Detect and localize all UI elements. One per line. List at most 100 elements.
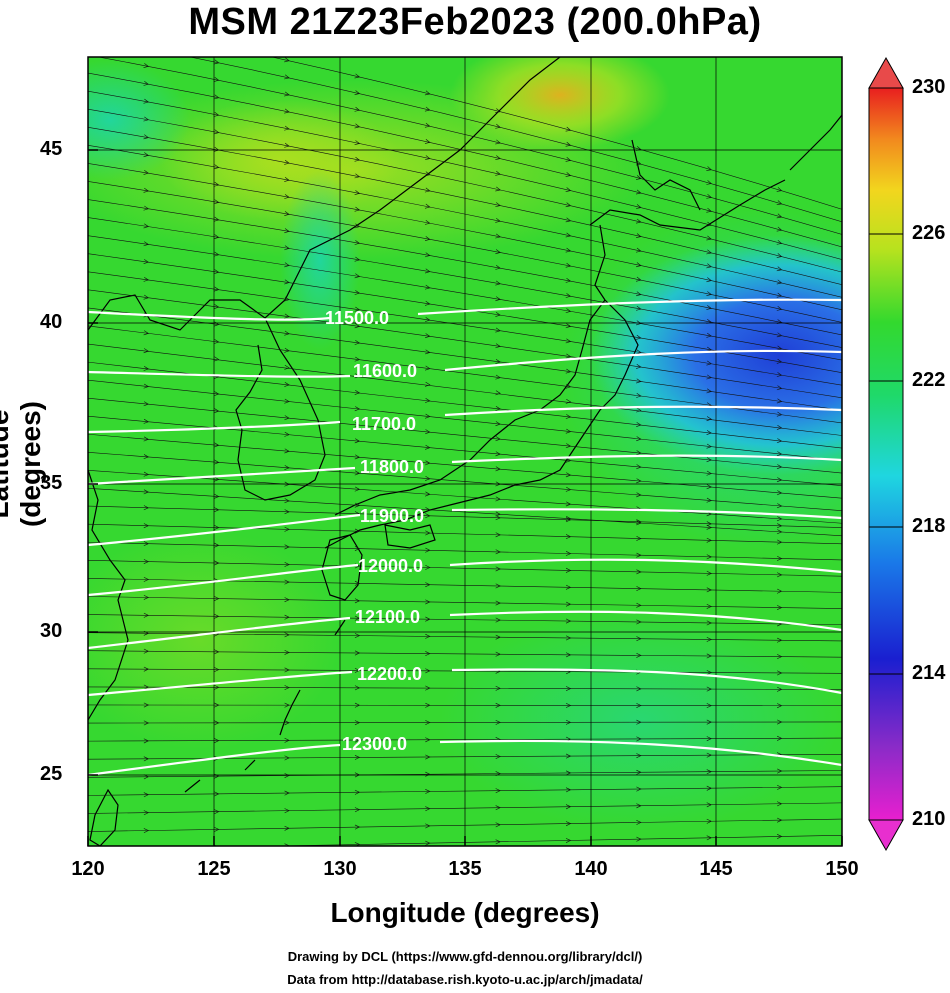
wind-arrowhead	[706, 235, 712, 241]
wind-arrowhead	[636, 652, 642, 658]
wind-arrowhead	[354, 406, 361, 412]
wind-arrowhead	[425, 737, 431, 743]
wind-arrowhead	[565, 719, 572, 725]
wind-arrowhead	[354, 140, 361, 145]
wind-arrowhead	[214, 507, 220, 513]
wind-arrowhead	[284, 685, 290, 691]
wind-arrowhead	[354, 824, 361, 830]
wind-arrowhead	[213, 59, 220, 65]
wind-arrowhead	[496, 857, 501, 861]
wind-arrowhead	[565, 804, 572, 810]
wind-arrowhead	[354, 685, 361, 691]
wind-arrowhead	[636, 552, 642, 558]
wind-arrowhead	[565, 703, 572, 708]
wind-arrowhead	[776, 411, 783, 417]
wind-arrowhead	[706, 180, 712, 185]
wind-arrowhead	[354, 615, 361, 621]
wind-arrowhead	[636, 450, 642, 456]
wind-arrowhead	[776, 735, 783, 741]
wind-arrowhead	[284, 228, 290, 234]
x-tick-label: 125	[197, 858, 231, 880]
wind-arrowhead	[706, 305, 712, 310]
wind-arrowhead	[354, 546, 361, 551]
wind-arrowhead	[143, 541, 150, 547]
wind-arrowhead	[284, 509, 290, 515]
wind-arrowhead	[776, 523, 783, 529]
wind-arrowhead	[565, 383, 572, 389]
wind-arrowhead	[776, 801, 783, 807]
wind-arrowhead	[424, 203, 431, 209]
wind-arrowhead	[425, 429, 431, 435]
wind-arrowhead	[706, 670, 712, 675]
wind-arrowhead	[143, 294, 150, 300]
wind-arrowhead	[776, 588, 783, 594]
wind-arrowhead	[636, 636, 642, 642]
wind-arrowhead	[424, 155, 431, 161]
x-tick-label: 145	[699, 858, 733, 880]
wind-arrowhead	[495, 805, 501, 811]
colorbar-min-arrow	[868, 819, 904, 852]
wind-arrowhead	[565, 217, 572, 223]
wind-arrowhead	[495, 296, 501, 302]
colorbar-tick-label: 210	[912, 808, 946, 830]
wind-arrowhead	[565, 686, 572, 692]
wind-arrowhead	[354, 106, 361, 112]
wind-arrowhead	[354, 90, 361, 95]
wind-arrowhead	[284, 142, 290, 148]
wind-arrowhead	[706, 193, 712, 199]
wind-arrowhead	[776, 239, 783, 245]
wind-arrowhead	[706, 570, 712, 576]
wind-arrowhead	[636, 619, 642, 625]
wind-arrowhead	[495, 108, 501, 113]
wind-arrowhead	[777, 719, 783, 725]
wind-arrowhead	[495, 583, 501, 589]
wind-arrowhead	[213, 164, 220, 170]
wind-arrowhead	[636, 569, 642, 575]
wind-arrowhead	[425, 547, 431, 553]
wind-arrowhead	[425, 685, 431, 691]
wind-arrowhead	[354, 290, 361, 295]
wind-arrowhead	[636, 334, 642, 340]
wind-arrowhead	[636, 786, 642, 792]
wind-arrowhead	[636, 320, 642, 326]
wind-arrowhead	[354, 438, 361, 444]
x-tick-label: 140	[574, 858, 608, 880]
wind-arrowhead	[143, 348, 150, 354]
wind-arrowhead	[214, 684, 220, 690]
wind-arrowhead	[143, 259, 150, 264]
wind-arrowhead	[354, 206, 361, 212]
wind-arrowhead	[213, 391, 220, 397]
wind-arrowhead	[143, 471, 150, 477]
colorbar-tick-label: 226	[912, 222, 946, 244]
wind-arrowhead	[635, 262, 642, 268]
wind-arrowhead	[213, 234, 220, 240]
wind-arrowhead	[284, 108, 290, 114]
wind-arrowhead	[143, 594, 150, 600]
wind-arrowhead	[565, 338, 572, 344]
wind-arrowhead	[565, 308, 572, 314]
x-tick-label: 120	[71, 858, 105, 880]
wind-arrowhead	[284, 415, 290, 421]
wind-arrowhead	[777, 703, 783, 709]
wind-arrowhead	[495, 374, 501, 380]
wind-arrowhead	[143, 152, 150, 158]
wind-arrowhead	[424, 333, 431, 339]
wind-arrowhead	[706, 207, 712, 213]
wind-arrowhead	[776, 398, 783, 404]
wind-arrowhead	[495, 264, 501, 270]
wind-arrowhead	[285, 861, 290, 865]
wind-arrowhead	[776, 477, 783, 483]
wind-arrowhead	[776, 637, 783, 643]
wind-arrowhead	[495, 685, 501, 691]
wind-arrowhead	[354, 256, 361, 262]
wind-arrowhead	[706, 443, 712, 449]
wind-arrowhead	[776, 279, 783, 285]
wind-arrowhead	[143, 134, 150, 140]
wind-arrowhead	[143, 489, 150, 495]
wind-arrowhead	[143, 330, 150, 336]
wind-arrowhead	[143, 792, 150, 798]
wind-arrowhead	[776, 306, 783, 311]
wind-arrowhead	[495, 651, 501, 657]
wind-arrowhead	[354, 702, 361, 708]
